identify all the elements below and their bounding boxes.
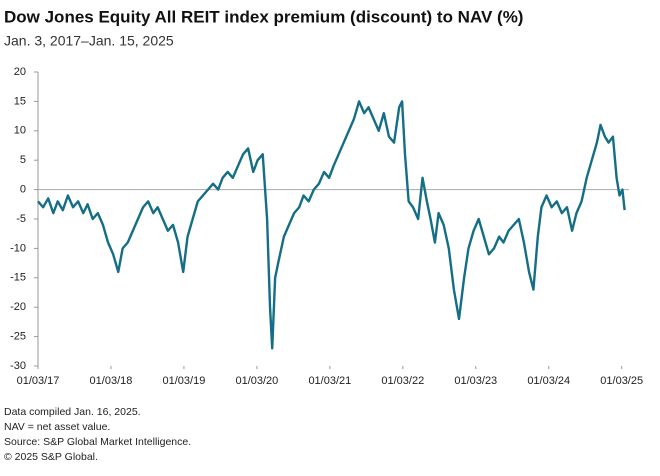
x-tick-label: 01/03/19 — [163, 375, 206, 387]
y-tick-label: -5 — [16, 213, 26, 225]
y-tick-label: 10 — [14, 125, 26, 137]
y-tick-label: 0 — [20, 184, 26, 196]
x-tick-label: 01/03/22 — [381, 375, 424, 387]
y-tick-label: 5 — [20, 154, 26, 166]
y-tick-label: -30 — [10, 360, 26, 372]
y-tick-label: 20 — [14, 66, 26, 78]
x-tick-label: 01/03/21 — [308, 375, 351, 387]
series-line — [37, 100, 626, 350]
y-tick-label: 15 — [14, 95, 26, 107]
chart-subtitle: Jan. 3, 2017–Jan. 15, 2025 — [4, 33, 174, 49]
note: Source: S&P Global Market Intelligence. — [4, 436, 191, 448]
note: Data compiled Jan. 16, 2025. — [4, 406, 141, 418]
x-tick-label: 01/03/23 — [454, 375, 497, 387]
note: © 2025 S&P Global. — [4, 451, 98, 463]
x-tick-label: 01/03/25 — [600, 375, 643, 387]
x-tick-label: 01/03/20 — [235, 375, 278, 387]
x-tick-label: 01/03/18 — [90, 375, 133, 387]
note: NAV = net asset value. — [4, 421, 110, 433]
y-tick-label: -25 — [10, 331, 26, 343]
y-tick-label: -15 — [10, 272, 26, 284]
chart-title: Dow Jones Equity All REIT index premium … — [4, 7, 523, 26]
x-tick-label: 01/03/17 — [17, 375, 60, 387]
x-tick-label: 01/03/24 — [527, 375, 570, 387]
y-tick-label: -20 — [10, 301, 26, 313]
y-tick-label: -10 — [10, 242, 26, 254]
